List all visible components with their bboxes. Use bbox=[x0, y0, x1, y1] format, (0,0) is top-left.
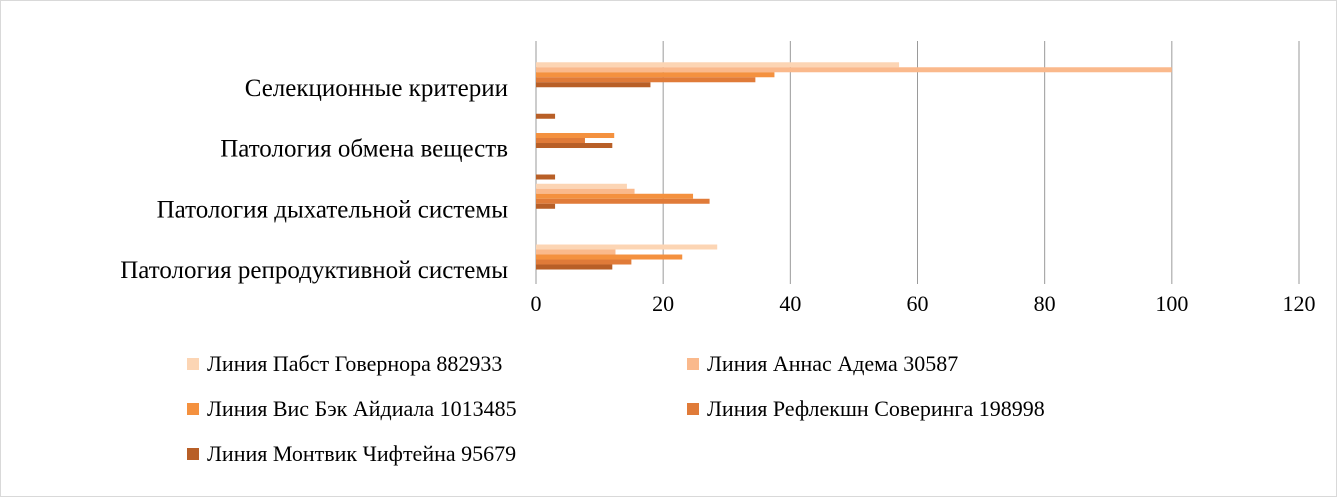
legend-swatch bbox=[687, 358, 699, 370]
bar bbox=[536, 183, 627, 189]
bar bbox=[536, 174, 556, 180]
legend-item: Линия Аннас Адема 30587 bbox=[687, 351, 958, 377]
x-tick-label: 100 bbox=[1155, 291, 1188, 316]
bar bbox=[536, 193, 694, 199]
bar bbox=[536, 244, 718, 250]
legend-swatch bbox=[687, 403, 699, 415]
bar bbox=[536, 259, 632, 265]
bar bbox=[536, 188, 635, 194]
bar bbox=[536, 249, 616, 255]
bar bbox=[536, 203, 556, 209]
category-label: Патология дыхательной системы bbox=[157, 196, 509, 223]
bar bbox=[536, 133, 615, 139]
bar bbox=[536, 67, 1172, 73]
legend-swatch bbox=[187, 403, 199, 415]
bar bbox=[536, 198, 710, 204]
bar bbox=[536, 138, 585, 144]
bar bbox=[536, 264, 613, 270]
x-tick-label: 20 bbox=[652, 291, 674, 316]
legend-label: Линия Аннас Адема 30587 bbox=[707, 351, 959, 376]
legend-label: Линия Рефлекшн Соверинга 198998 bbox=[707, 396, 1045, 421]
x-tick-label: 40 bbox=[779, 291, 801, 316]
legend-label: Линия Вис Бэк Айдиала 1013485 bbox=[207, 396, 517, 421]
category-label: Селекционные критерии bbox=[245, 75, 508, 102]
category-label: Патология обмена веществ bbox=[220, 136, 508, 163]
bar bbox=[536, 72, 775, 78]
x-tick-label: 80 bbox=[1034, 291, 1056, 316]
legend-item: Линия Вис Бэк Айдиала 1013485 bbox=[187, 396, 517, 422]
bar bbox=[536, 113, 556, 119]
legend-swatch bbox=[187, 358, 199, 370]
x-tick-label: 120 bbox=[1283, 291, 1316, 316]
bar bbox=[536, 143, 613, 149]
legend-item: Линия Рефлекшн Соверинга 198998 bbox=[687, 396, 1045, 422]
bar bbox=[536, 62, 900, 68]
legend-item: Линия Монтвик Чифтейна 95679 bbox=[187, 441, 516, 467]
bar bbox=[536, 254, 683, 260]
category-label: Патология репродуктивной системы bbox=[120, 257, 508, 284]
bar bbox=[536, 77, 756, 83]
x-tick-label: 0 bbox=[531, 291, 542, 316]
bar bbox=[536, 82, 651, 88]
legend-item: Линия Пабст Говернора 882933 bbox=[187, 351, 502, 377]
legend-label: Линия Монтвик Чифтейна 95679 bbox=[207, 441, 517, 466]
x-tick-label: 60 bbox=[907, 291, 929, 316]
legend-swatch bbox=[187, 448, 199, 460]
legend-label: Линия Пабст Говернора 882933 bbox=[207, 351, 503, 376]
